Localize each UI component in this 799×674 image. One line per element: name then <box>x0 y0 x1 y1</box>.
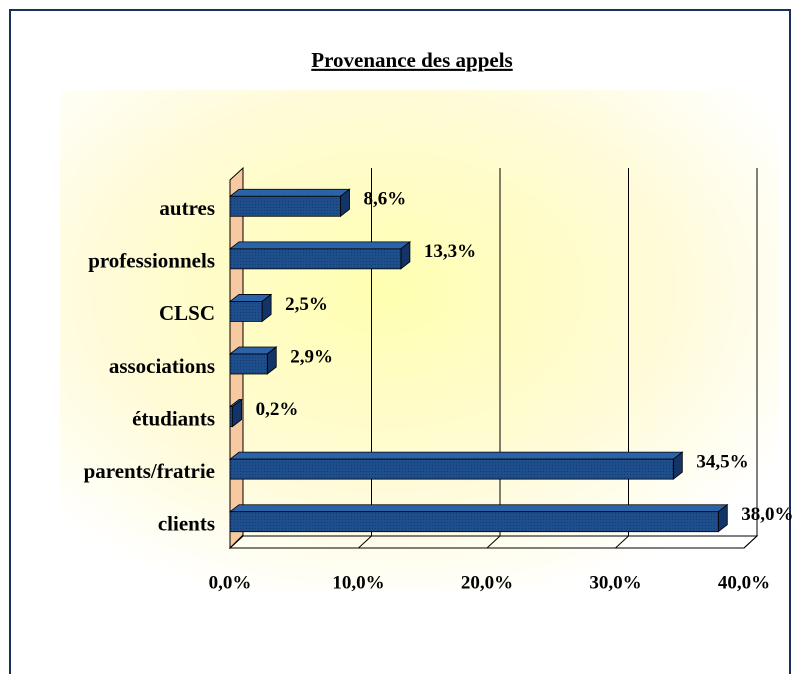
bar-top <box>228 241 412 250</box>
y-tick-label: professionnels <box>88 249 215 273</box>
x-tick <box>229 535 244 549</box>
x-tick <box>358 535 372 549</box>
bar-top <box>228 188 351 197</box>
y-tick-label: parents/fratrie <box>84 459 215 483</box>
bar <box>229 248 402 270</box>
bar <box>229 301 263 322</box>
y-tick-label: étudiants <box>132 406 215 430</box>
chart-title: Provenance des appels <box>311 48 512 72</box>
value-label: 13,3% <box>424 241 476 262</box>
y-tick-label: clients <box>158 512 215 536</box>
value-label: 0,2% <box>256 399 299 420</box>
y-tick-label: CLSC <box>159 301 215 325</box>
y-tick-label: autres <box>159 196 215 220</box>
bar <box>229 511 719 533</box>
x-tick-label: 20,0% <box>461 572 513 593</box>
value-label: 34,5% <box>696 452 748 473</box>
bar <box>229 353 268 375</box>
bar <box>229 195 341 217</box>
x-tick-label: 30,0% <box>589 572 641 593</box>
value-label: 2,5% <box>285 294 328 315</box>
bar-top <box>228 451 684 460</box>
x-tick <box>743 535 758 549</box>
x-tick-label: 40,0% <box>718 572 770 593</box>
x-tick-label: 0,0% <box>209 572 252 593</box>
value-label: 2,9% <box>290 346 333 367</box>
value-label: 38,0% <box>741 504 793 525</box>
x-tick <box>486 535 501 549</box>
x-tick <box>615 535 629 549</box>
bar <box>229 406 233 427</box>
bar <box>229 458 674 480</box>
value-label: 8,6% <box>364 189 407 210</box>
bar-top <box>228 504 729 513</box>
y-tick-label: associations <box>109 354 215 378</box>
x-tick-label: 10,0% <box>332 572 384 593</box>
